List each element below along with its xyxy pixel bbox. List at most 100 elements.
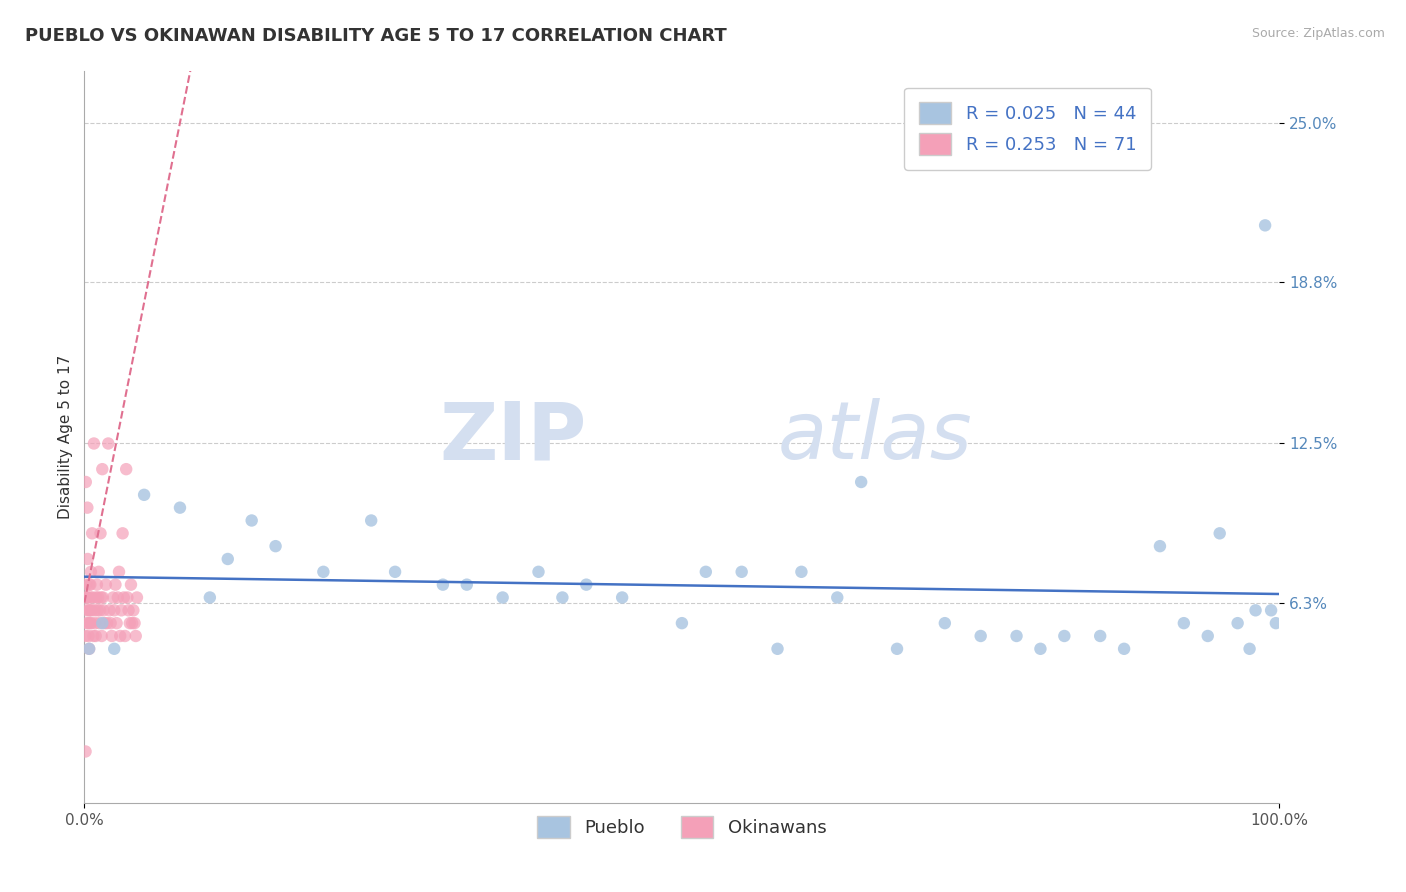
Point	[132, 488, 156, 502]
Point	[612, 591, 634, 605]
Point	[125, 629, 148, 643]
Point	[79, 603, 101, 617]
Point	[122, 603, 145, 617]
Point	[77, 603, 100, 617]
Point	[79, 616, 101, 631]
Point	[103, 641, 125, 656]
Point	[75, 629, 97, 643]
Point	[86, 603, 108, 617]
Point	[73, 591, 96, 605]
Point	[89, 616, 111, 631]
Point	[89, 603, 111, 617]
Point	[1005, 629, 1028, 643]
Point	[114, 629, 136, 643]
Point	[76, 577, 98, 591]
Point	[101, 629, 124, 643]
Point	[851, 475, 873, 489]
Point	[101, 591, 124, 605]
Point	[124, 616, 146, 631]
Point	[76, 591, 98, 605]
Point	[108, 565, 131, 579]
Point	[94, 577, 117, 591]
Point	[1226, 616, 1249, 631]
Point	[360, 514, 382, 528]
Point	[89, 526, 111, 541]
Point	[1149, 539, 1171, 553]
Point	[91, 591, 114, 605]
Point	[125, 591, 148, 605]
Point	[90, 591, 112, 605]
Point	[86, 577, 108, 591]
Point	[75, 744, 97, 758]
Point	[492, 591, 515, 605]
Point	[731, 565, 754, 579]
Point	[80, 603, 103, 617]
Point	[115, 462, 138, 476]
Point	[790, 565, 813, 579]
Point	[117, 603, 139, 617]
Point	[77, 629, 100, 643]
Point	[527, 565, 550, 579]
Point	[1114, 641, 1136, 656]
Point	[766, 641, 789, 656]
Point	[1197, 629, 1219, 643]
Point	[264, 539, 287, 553]
Point	[1244, 603, 1267, 617]
Point	[551, 591, 574, 605]
Point	[87, 565, 110, 579]
Point	[105, 616, 128, 631]
Point	[827, 591, 849, 605]
Point	[384, 565, 406, 579]
Point	[1090, 629, 1112, 643]
Point	[886, 641, 908, 656]
Point	[1209, 526, 1232, 541]
Point	[87, 591, 110, 605]
Point	[96, 616, 118, 631]
Point	[76, 500, 98, 515]
Point	[111, 526, 134, 541]
Point	[671, 616, 693, 631]
Point	[217, 552, 239, 566]
Point	[100, 616, 122, 631]
Point	[79, 591, 101, 605]
Point	[112, 591, 135, 605]
Point	[91, 616, 114, 631]
Point	[103, 603, 125, 617]
Point	[80, 565, 103, 579]
Point	[1239, 641, 1261, 656]
Point	[1264, 616, 1286, 631]
Point	[75, 603, 97, 617]
Point	[84, 616, 107, 631]
Point	[83, 436, 105, 450]
Point	[118, 616, 141, 631]
Point	[84, 629, 107, 643]
Text: ZIP: ZIP	[439, 398, 586, 476]
Point	[107, 591, 129, 605]
Point	[80, 616, 103, 631]
Point	[77, 616, 100, 631]
Point	[86, 591, 108, 605]
Point	[77, 591, 100, 605]
Point	[110, 629, 132, 643]
Point	[82, 526, 104, 541]
Text: Source: ZipAtlas.com: Source: ZipAtlas.com	[1251, 27, 1385, 40]
Point	[77, 641, 100, 656]
Point	[98, 603, 121, 617]
Point	[240, 514, 263, 528]
Text: atlas: atlas	[778, 398, 973, 476]
Point	[97, 436, 120, 450]
Point	[83, 603, 105, 617]
Point	[456, 577, 478, 591]
Point	[76, 552, 98, 566]
Point	[110, 603, 132, 617]
Point	[695, 565, 717, 579]
Point	[79, 577, 101, 591]
Point	[1053, 629, 1076, 643]
Point	[117, 591, 139, 605]
Point	[91, 462, 114, 476]
Point	[120, 577, 142, 591]
Point	[82, 629, 104, 643]
Point	[79, 577, 101, 591]
Point	[1254, 219, 1277, 233]
Point	[104, 577, 127, 591]
